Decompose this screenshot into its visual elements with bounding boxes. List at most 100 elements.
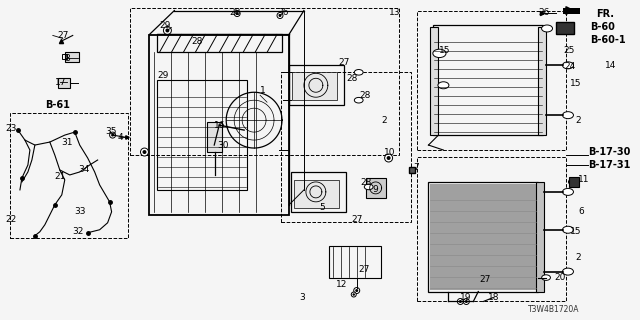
Bar <box>292 72 337 100</box>
Text: 28: 28 <box>229 8 241 17</box>
Bar <box>431 184 536 290</box>
Circle shape <box>354 288 360 293</box>
Text: 31: 31 <box>62 138 73 147</box>
Text: 28: 28 <box>360 91 371 100</box>
Text: 17: 17 <box>55 78 67 87</box>
Circle shape <box>236 12 239 15</box>
Text: 27: 27 <box>479 275 491 284</box>
Text: 29: 29 <box>159 21 171 30</box>
Text: 20: 20 <box>554 273 565 282</box>
Bar <box>538 28 546 135</box>
Text: B-17-30: B-17-30 <box>588 147 630 157</box>
Text: 15: 15 <box>440 46 451 55</box>
Ellipse shape <box>433 49 446 58</box>
Text: 11: 11 <box>578 175 589 184</box>
Text: 25: 25 <box>563 46 574 55</box>
Bar <box>150 36 289 215</box>
Text: 32: 32 <box>73 227 84 236</box>
Text: 2: 2 <box>575 116 580 125</box>
Bar <box>157 80 247 190</box>
Bar <box>157 35 282 52</box>
Text: 3: 3 <box>299 293 305 302</box>
Text: 29: 29 <box>157 71 169 80</box>
Circle shape <box>387 156 390 160</box>
Text: 6: 6 <box>578 207 584 216</box>
Text: 7: 7 <box>413 164 419 172</box>
Text: 14: 14 <box>605 61 616 70</box>
Text: 23: 23 <box>5 124 17 132</box>
Text: 28: 28 <box>361 179 372 188</box>
Ellipse shape <box>541 275 550 280</box>
Text: 2: 2 <box>575 253 580 262</box>
Ellipse shape <box>563 112 573 119</box>
Circle shape <box>277 12 283 19</box>
Text: 8: 8 <box>65 54 70 63</box>
Bar <box>65 52 79 62</box>
Text: 28: 28 <box>191 37 203 46</box>
Text: 24: 24 <box>564 62 575 71</box>
Bar <box>536 182 544 292</box>
Bar <box>58 78 70 88</box>
Ellipse shape <box>568 179 579 185</box>
Ellipse shape <box>541 25 552 32</box>
Text: 22: 22 <box>5 215 16 224</box>
Text: B-17-31: B-17-31 <box>588 160 630 170</box>
Text: 34: 34 <box>79 165 90 174</box>
Circle shape <box>458 299 463 305</box>
Text: 28: 28 <box>347 74 358 83</box>
Ellipse shape <box>355 97 363 103</box>
Circle shape <box>111 133 114 137</box>
Text: B-61: B-61 <box>45 100 70 110</box>
Bar <box>207 122 222 152</box>
Bar <box>431 28 438 135</box>
Text: 27: 27 <box>359 265 370 274</box>
Circle shape <box>351 292 356 297</box>
Text: 2: 2 <box>381 116 387 125</box>
Bar <box>329 246 381 277</box>
Text: 1: 1 <box>260 86 266 95</box>
Text: 10: 10 <box>383 148 395 156</box>
Circle shape <box>385 154 392 162</box>
Text: 26: 26 <box>538 8 550 17</box>
Ellipse shape <box>364 184 373 190</box>
Bar <box>129 8 399 155</box>
Circle shape <box>143 150 147 154</box>
Bar <box>428 182 538 292</box>
Text: 13: 13 <box>388 8 400 17</box>
Bar <box>417 11 566 150</box>
Bar <box>62 54 67 59</box>
Text: 33: 33 <box>75 207 86 216</box>
Ellipse shape <box>355 69 363 75</box>
Text: 27: 27 <box>58 31 69 40</box>
Ellipse shape <box>563 268 573 275</box>
Text: 18: 18 <box>488 293 500 302</box>
Text: 9: 9 <box>372 185 378 194</box>
Text: 15: 15 <box>570 79 582 88</box>
Text: B-60-1: B-60-1 <box>590 36 625 45</box>
Circle shape <box>234 11 240 17</box>
Text: 16: 16 <box>214 121 226 130</box>
Text: B-60: B-60 <box>590 22 615 32</box>
Text: 5: 5 <box>319 203 324 212</box>
Bar <box>294 180 339 208</box>
Text: 35: 35 <box>106 127 117 136</box>
Text: 12: 12 <box>336 280 347 289</box>
Text: 4: 4 <box>118 132 124 141</box>
Ellipse shape <box>438 82 449 89</box>
Ellipse shape <box>563 62 573 69</box>
Bar <box>289 65 344 105</box>
Bar <box>10 113 127 238</box>
Circle shape <box>353 293 355 296</box>
Bar <box>365 178 386 198</box>
Bar <box>291 172 346 212</box>
Text: 19: 19 <box>460 293 472 302</box>
Circle shape <box>165 28 170 32</box>
Bar <box>569 177 579 187</box>
Text: 27: 27 <box>352 215 363 224</box>
Ellipse shape <box>563 188 573 196</box>
Text: FR.: FR. <box>596 9 614 19</box>
Text: 30: 30 <box>217 140 228 149</box>
Circle shape <box>459 300 462 303</box>
Circle shape <box>163 27 172 35</box>
Circle shape <box>355 289 358 292</box>
